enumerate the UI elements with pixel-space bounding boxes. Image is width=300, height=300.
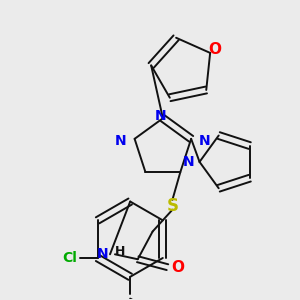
- Text: O: O: [171, 260, 184, 275]
- Text: S: S: [167, 197, 178, 215]
- Text: N: N: [155, 109, 167, 123]
- Text: Cl: Cl: [62, 251, 77, 265]
- Text: H: H: [115, 245, 125, 258]
- Text: O: O: [208, 42, 222, 57]
- Text: N: N: [96, 247, 108, 261]
- Text: N: N: [115, 134, 127, 148]
- Text: N: N: [183, 155, 195, 169]
- Text: N: N: [199, 134, 211, 148]
